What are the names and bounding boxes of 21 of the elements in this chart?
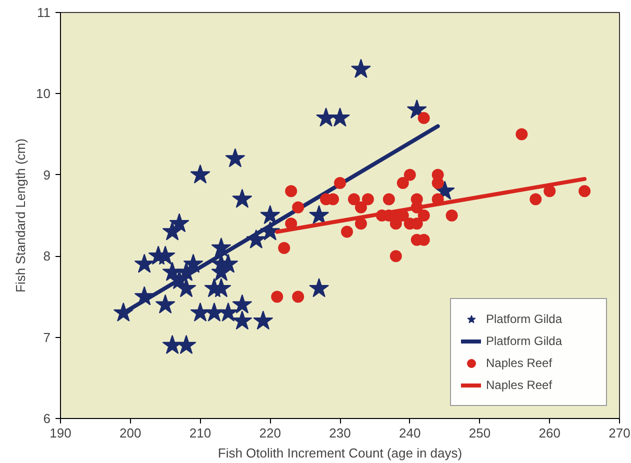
x-tick-label: 240 <box>399 426 421 440</box>
x-tick-label: 260 <box>538 426 560 440</box>
legend-label: Platform Gilda <box>486 334 564 348</box>
x-tick-label: 210 <box>189 426 212 440</box>
y-axis-title: Fish Standard Length (cm) <box>13 138 28 292</box>
x-tick-label: 270 <box>608 426 630 440</box>
legend-label: Naples Reef <box>486 356 554 370</box>
legend-label: Naples Reef <box>486 378 554 392</box>
x-tick-label: 190 <box>50 426 72 440</box>
y-tick-label: 8 <box>43 248 51 264</box>
y-tick-label: 7 <box>43 330 51 345</box>
x-tick-label: 220 <box>259 426 281 440</box>
x-tick-label: 200 <box>120 426 142 440</box>
y-tick-label: 6 <box>43 411 51 426</box>
legend-label: Platform Gilda <box>486 312 564 326</box>
x-axis-title: Fish Otolith Increment Count (age in days) <box>218 446 462 460</box>
y-tick-label: 11 <box>37 5 51 20</box>
x-tick-label: 250 <box>468 426 491 440</box>
y-tick-label: 10 <box>36 86 51 102</box>
x-tick-label: 230 <box>329 426 351 440</box>
y-tick-label: 9 <box>43 167 51 182</box>
